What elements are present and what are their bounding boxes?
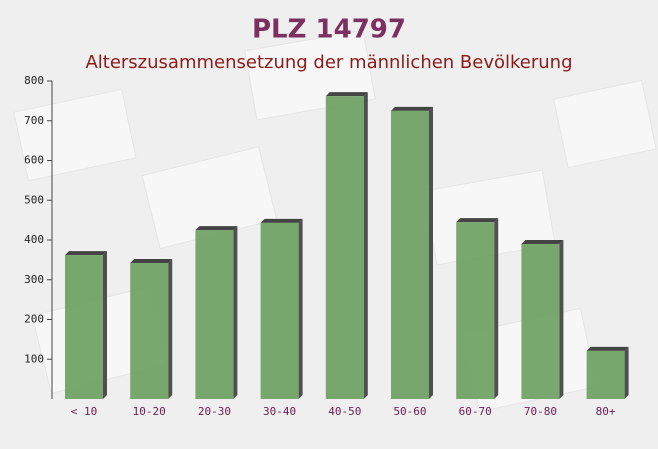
- y-tick-label: 400: [24, 233, 44, 246]
- x-tick-label: 60-70: [459, 405, 492, 418]
- bar-top: [260, 218, 303, 223]
- bar-top: [325, 92, 368, 97]
- bar-side: [494, 218, 499, 399]
- bar-side: [103, 251, 107, 399]
- y-tick-label: 300: [24, 273, 44, 286]
- bar-side: [429, 106, 433, 399]
- bar-top: [65, 251, 107, 256]
- bar: [586, 350, 625, 399]
- bar-side: [168, 259, 173, 399]
- chart-title: PLZ 14797: [252, 15, 406, 45]
- bar-top: [391, 106, 433, 111]
- y-tick-label: 800: [24, 74, 44, 87]
- x-tick-label: 10-20: [133, 405, 166, 418]
- bar-top: [586, 346, 629, 351]
- x-tick-label: 70-80: [524, 405, 557, 418]
- bar-top: [130, 259, 173, 264]
- y-tick-label: 500: [24, 193, 44, 206]
- bar-side: [624, 346, 629, 399]
- bar: [391, 110, 429, 399]
- bar: [130, 263, 169, 399]
- x-tick-label: < 10: [71, 405, 98, 418]
- x-tick-label: 20-30: [198, 405, 231, 418]
- y-tick-label: 600: [24, 154, 44, 167]
- bar-side: [298, 218, 303, 399]
- bar-side: [363, 92, 368, 399]
- bar-side: [233, 226, 238, 399]
- bar: [456, 222, 495, 399]
- bar: [325, 96, 364, 399]
- bar-top: [456, 218, 499, 223]
- bar-top: [521, 239, 564, 244]
- bar: [65, 255, 103, 399]
- x-tick-label: 30-40: [263, 405, 296, 418]
- chart-subtitle: Alterszusammensetzung der männlichen Bev…: [85, 52, 572, 73]
- bar-side: [559, 239, 564, 399]
- bar: [521, 243, 560, 399]
- x-tick-label: 80+: [596, 405, 616, 418]
- y-tick-label: 200: [24, 313, 44, 326]
- y-tick-label: 100: [24, 352, 44, 365]
- x-tick-label: 50-60: [393, 405, 426, 418]
- bar: [260, 222, 299, 399]
- x-tick-label: 40-50: [328, 405, 361, 418]
- y-tick-label: 700: [24, 114, 44, 127]
- bar-top: [195, 226, 238, 231]
- bar: [195, 230, 234, 399]
